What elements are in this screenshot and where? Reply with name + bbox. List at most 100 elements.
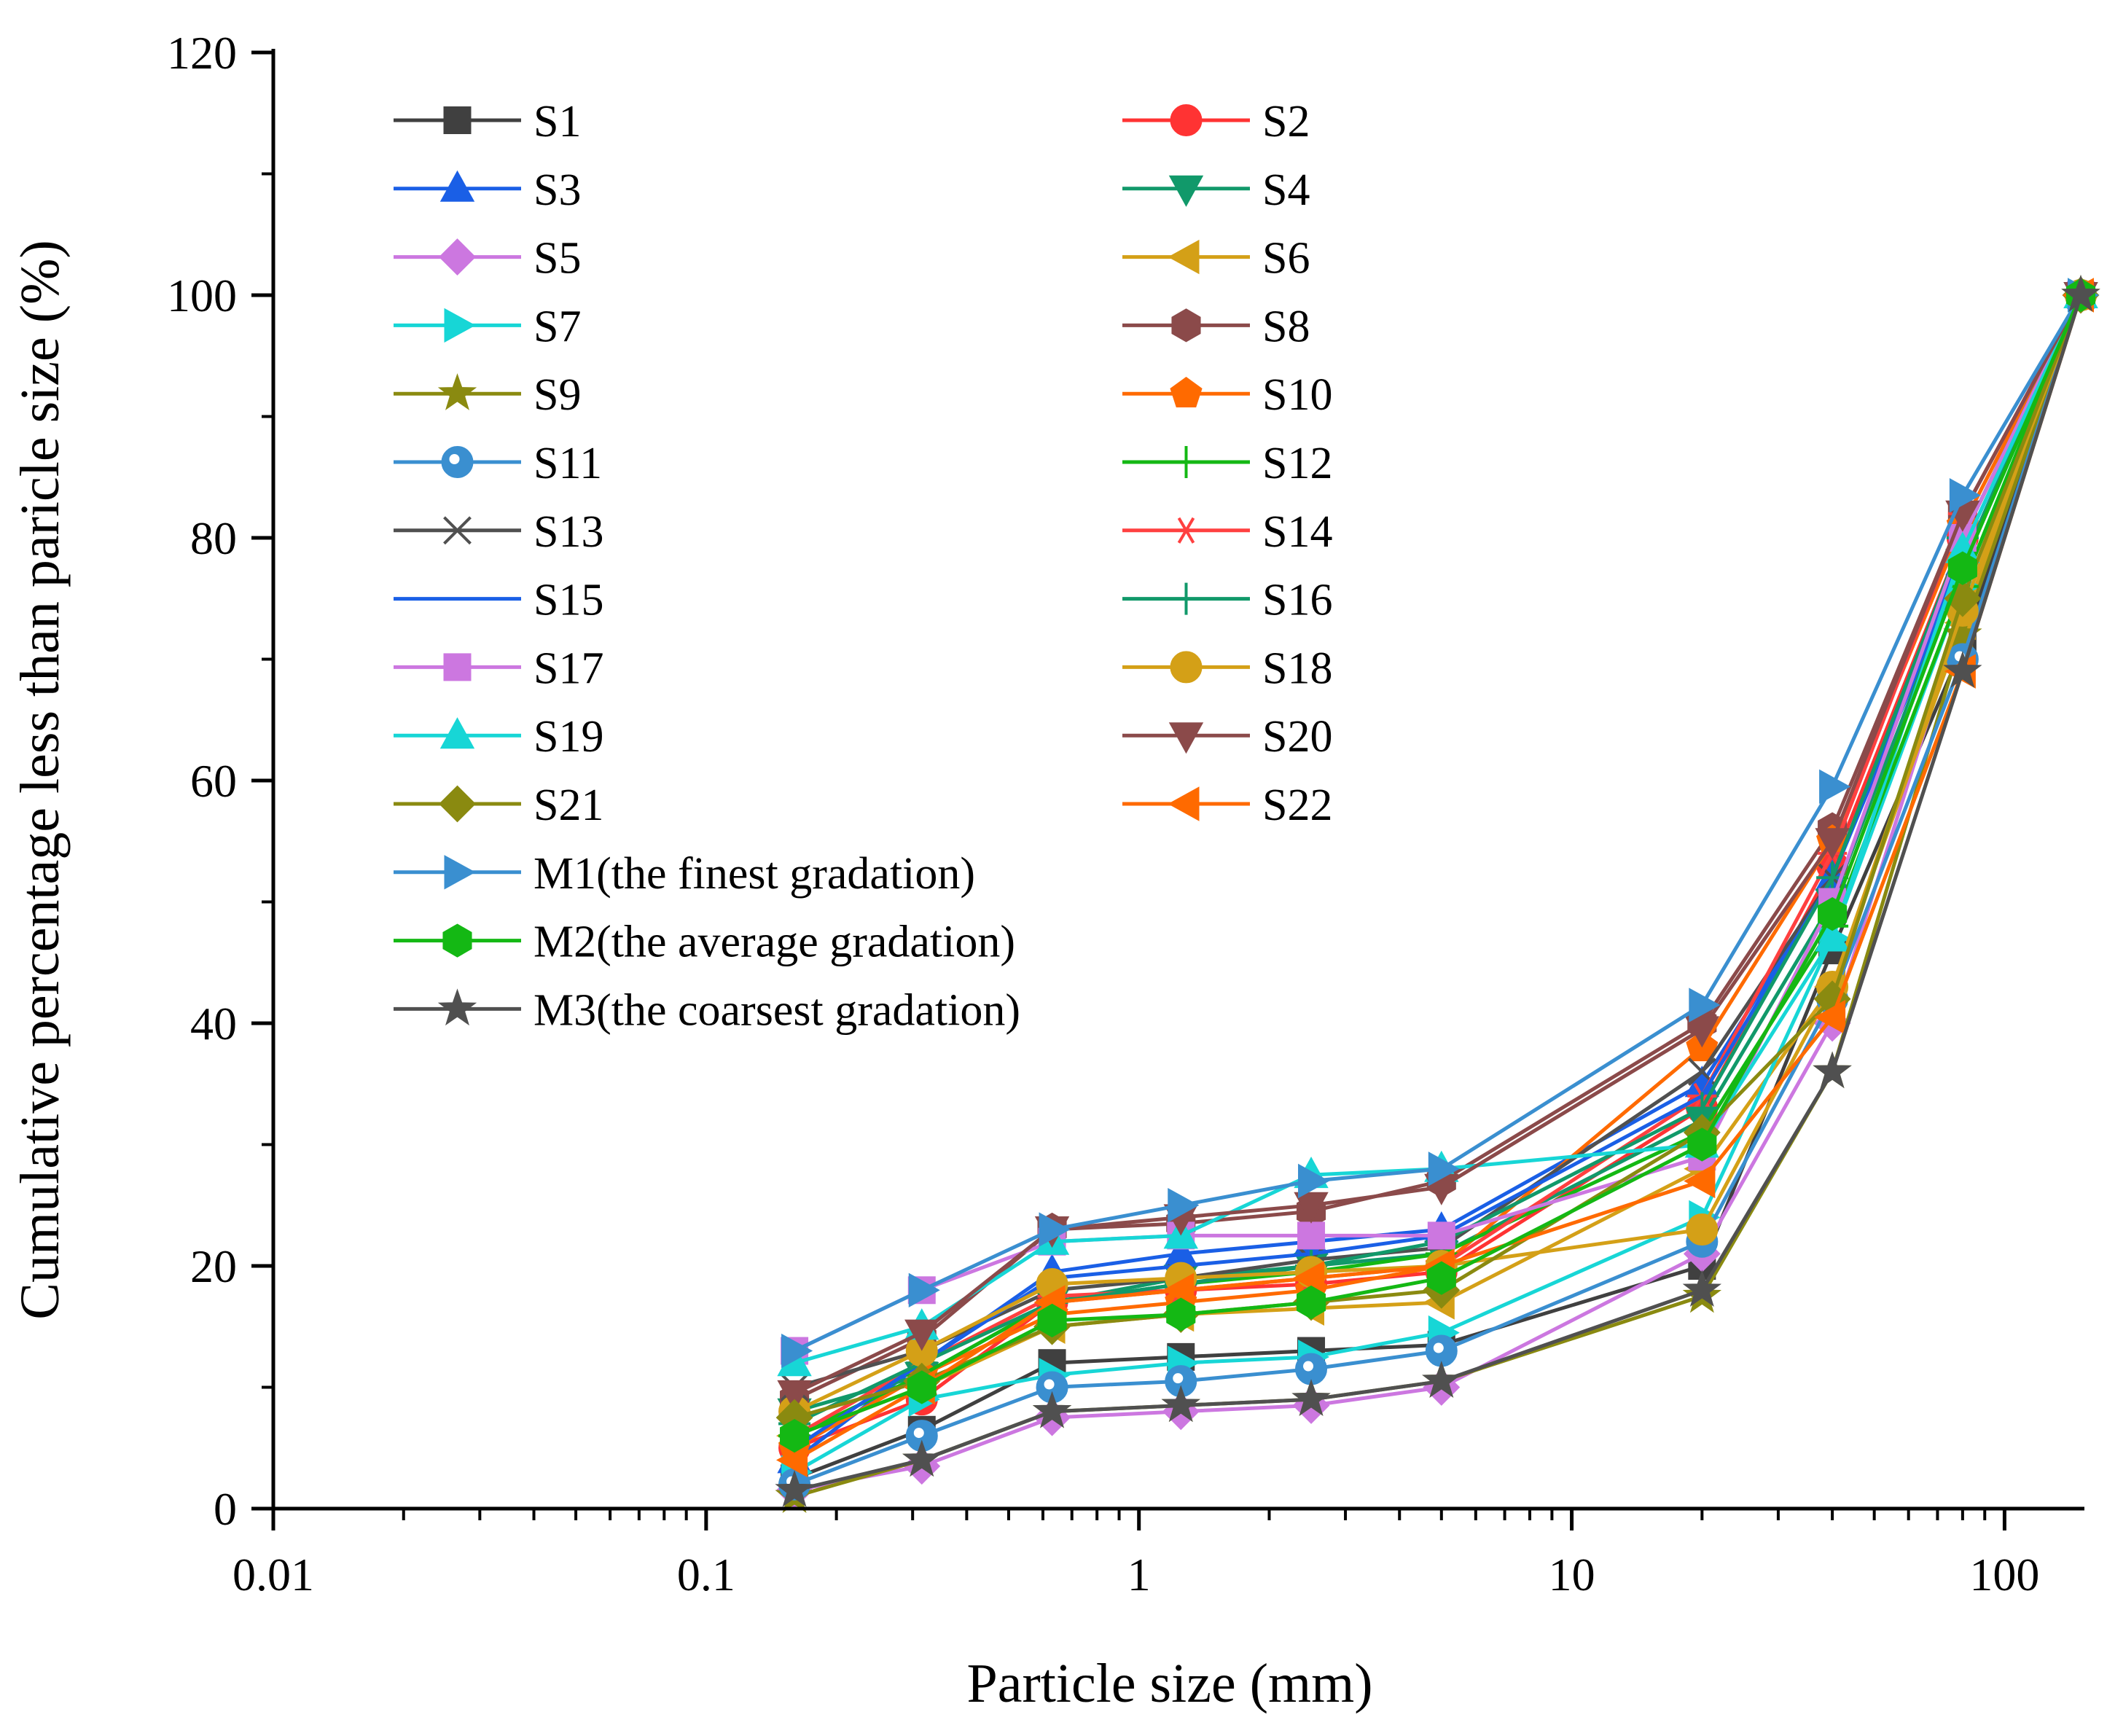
data-point: [1032, 1391, 1072, 1428]
legend-item: S16: [1122, 576, 1332, 625]
legend-item: S9: [394, 370, 581, 420]
legend-item: S1: [394, 97, 581, 146]
legend-label: S4: [1262, 165, 1310, 215]
data-point: [1037, 1303, 1067, 1338]
legend-label: S9: [533, 370, 581, 420]
legend-marker: [1168, 722, 1204, 754]
legend-marker: [439, 717, 475, 749]
series-line: [794, 294, 2083, 1493]
legend-label: S14: [1262, 507, 1332, 557]
legend-item: S11: [394, 439, 602, 488]
data-point: [1686, 1213, 1719, 1246]
data-point: [1294, 1192, 1329, 1224]
series-layer: [775, 274, 2100, 1514]
data-point: [1813, 1051, 1852, 1089]
legend-label: S13: [533, 507, 603, 557]
y-tick-label: 60: [190, 755, 237, 807]
data-point: [775, 1442, 808, 1478]
series-line: [794, 294, 2083, 1426]
series-s15: [793, 294, 2083, 1450]
legend-item: S3: [394, 165, 581, 215]
legend-label: M1(the finest gradation): [533, 849, 975, 899]
legend-item: S6: [1122, 234, 1310, 284]
legend-marker: [444, 308, 476, 343]
legend-marker: [1170, 446, 1203, 478]
legend-label: S17: [533, 644, 603, 693]
data-point: [1947, 551, 1977, 585]
series-line: [794, 294, 2083, 1438]
axes-layer: 0 20 40 60 80 100 120 0.01 0.1 1 10 100: [167, 27, 2084, 1600]
legend-label: S11: [533, 439, 602, 488]
legend-label: S15: [533, 576, 603, 625]
legend-item: S17: [394, 644, 603, 693]
y-tick-label: 0: [214, 1483, 237, 1535]
data-point: [1039, 1212, 1071, 1247]
data-point: [1815, 828, 1850, 860]
y-tick-label: 20: [190, 1240, 237, 1292]
legend-item: S13: [394, 507, 603, 557]
legend-marker: [1171, 308, 1201, 343]
legend-item: S15: [394, 576, 603, 625]
legend-marker: [1170, 582, 1203, 615]
legend-item: S20: [1122, 712, 1332, 762]
legend-marker: [443, 653, 472, 681]
series-line: [793, 294, 2083, 1450]
legend-item: S12: [1122, 439, 1332, 488]
series-line: [794, 294, 2083, 1438]
legend-marker: [1170, 376, 1203, 408]
series-line: [793, 294, 2083, 1474]
legend-marker: [437, 988, 477, 1026]
legend-marker: [1170, 104, 1203, 136]
data-point: [1689, 988, 1721, 1023]
series-line: [794, 294, 2083, 1353]
data-point: [1943, 651, 1982, 688]
legend-label: S1: [533, 97, 581, 146]
data-point: [775, 1469, 814, 1507]
x-tick-label: 100: [1969, 1549, 2039, 1600]
series-line: [794, 294, 2083, 1438]
data-point: [1298, 1163, 1330, 1199]
y-tick-label: 80: [190, 512, 237, 564]
data-point: [1422, 1361, 1461, 1398]
legend-item: S2: [1122, 97, 1310, 146]
legend-label: S3: [533, 165, 581, 215]
legend-label: S19: [533, 712, 603, 762]
data-point: [1819, 769, 1851, 805]
series-line: [794, 294, 2083, 1353]
legend-item: S4: [1122, 165, 1310, 215]
legend-item: S5: [394, 234, 581, 284]
data-point: [1161, 1385, 1200, 1423]
series-line: [793, 294, 2083, 1462]
legend-item: S7: [394, 302, 581, 351]
legend-marker: [439, 170, 475, 202]
series-s11: [778, 279, 2097, 1501]
data-point: [1684, 1016, 1720, 1048]
data-point: [1291, 1379, 1331, 1416]
legend-label: S10: [1262, 370, 1332, 420]
data-point: [780, 1418, 810, 1453]
data-point: [1296, 1285, 1326, 1320]
legend-item: S14: [1122, 507, 1332, 557]
legend-label: S2: [1262, 97, 1310, 146]
data-point: [1949, 478, 1981, 513]
x-tick-label: 10: [1549, 1549, 1595, 1600]
data-point: [2061, 274, 2100, 312]
data-point: [1815, 920, 1850, 952]
data-point: [777, 1380, 812, 1412]
legend-item: S8: [1122, 302, 1310, 351]
legend-item: S10: [1122, 370, 1332, 420]
data-point: [1814, 999, 1846, 1035]
series-line: [794, 294, 2083, 1493]
series-m1: [781, 278, 2100, 1369]
legend-label: M2(the average gradation): [533, 918, 1015, 967]
legend-item: S18: [1122, 644, 1332, 693]
data-point: [1428, 1152, 1460, 1186]
y-tick-label: 40: [190, 998, 237, 1049]
legend-label: S5: [533, 234, 581, 284]
data-point: [1297, 1221, 1326, 1250]
data-point: [1166, 1297, 1196, 1332]
data-point: [1425, 1334, 1458, 1367]
data-point: [907, 1370, 937, 1404]
data-point: [902, 1439, 942, 1477]
